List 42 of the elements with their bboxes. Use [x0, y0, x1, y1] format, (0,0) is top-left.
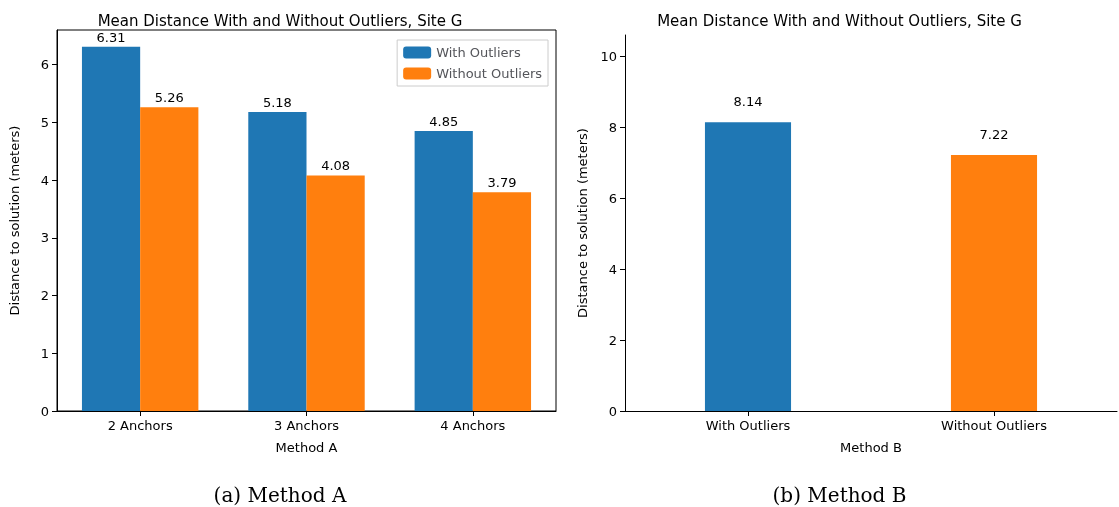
x-axis-title: Method A: [275, 440, 338, 455]
y-tick-label: 2: [40, 288, 49, 304]
chart-title: Mean Distance With and Without Outliers, Site G: [657, 11, 1022, 30]
bar: [306, 175, 365, 411]
y-tick-label: 2: [608, 332, 617, 348]
y-tick-label: 10: [600, 48, 617, 64]
chart-title: Mean Distance With and Without Outliers, Site G: [97, 11, 463, 30]
data-label: 6.31: [96, 29, 126, 45]
legend-label: Without Outliers: [436, 66, 543, 81]
y-tick-label: 1: [40, 345, 49, 361]
x-tick-label: 2 Anchors: [107, 418, 173, 433]
y-tick-label: 6: [40, 57, 49, 73]
legend-label: With Outliers: [436, 45, 521, 60]
data-label: 5.26: [154, 90, 184, 106]
y-tick-label: 4: [608, 261, 617, 277]
y-tick-label: 8: [608, 119, 617, 135]
y-axis-title: Distance to solution (meters): [7, 125, 22, 316]
y-tick-label: 5: [40, 114, 49, 130]
bar: [472, 192, 532, 411]
bar: [414, 131, 473, 411]
x-axis-title: Method B: [840, 440, 902, 455]
data-label: 7.22: [979, 126, 1009, 142]
y-axis-title: Distance to solution (meters): [575, 128, 590, 318]
x-tick-label: 4 Anchors: [440, 418, 506, 433]
data-label: 5.18: [262, 94, 292, 110]
y-tick-label: 6: [608, 190, 617, 206]
data-label: 4.08: [321, 158, 351, 174]
text: (a) Method A: [213, 483, 347, 507]
y-tick-label: 4: [40, 172, 49, 188]
x-tick-label: With Outliers: [705, 418, 791, 433]
y-tick-label: 0: [608, 403, 617, 419]
y-tick-label: 3: [40, 230, 49, 246]
bar: [140, 107, 199, 411]
data-label: 8.14: [733, 94, 763, 110]
text: (b) Method B: [772, 483, 907, 507]
data-label: 3.79: [487, 175, 517, 191]
bar: [81, 46, 141, 411]
x-tick-label: 3 Anchors: [274, 418, 340, 433]
data-label: 4.85: [429, 114, 459, 130]
bar: [248, 111, 307, 411]
y-tick-label: 0: [40, 403, 49, 419]
x-tick-label: Without Outliers: [941, 418, 1048, 433]
